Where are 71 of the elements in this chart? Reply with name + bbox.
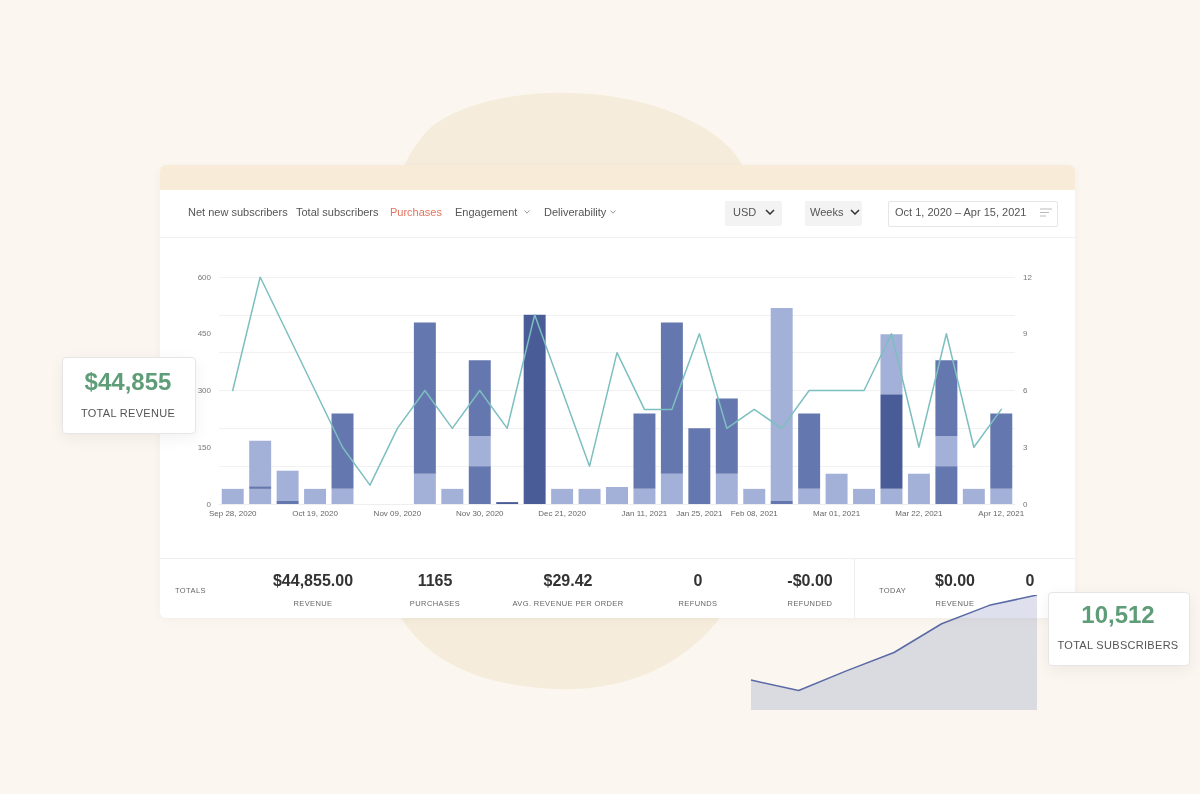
x-tick-label: Sep 28, 2020: [208, 508, 258, 518]
bar: [660, 322, 683, 474]
bar: [798, 488, 821, 504]
y2-tick-label: 3: [1023, 442, 1028, 452]
bar: [578, 488, 601, 504]
bar: [249, 488, 272, 504]
bar: [304, 488, 327, 504]
bar: [249, 486, 272, 489]
text: USD: [733, 206, 757, 218]
bar: [825, 473, 848, 504]
x-tick-label: Mar 22, 2021: [895, 508, 944, 518]
bar: [633, 413, 656, 489]
text: -$0.00: [787, 572, 833, 590]
bar: [715, 398, 738, 474]
y-tick-label: 0: [206, 499, 212, 509]
bar: [523, 314, 546, 504]
x-tick-label: Nov 09, 2020: [373, 508, 422, 518]
text: Engagement: [455, 206, 518, 218]
y-tick-label: 300: [197, 386, 212, 395]
bar: [798, 413, 821, 489]
bar: [853, 488, 876, 504]
x-tick-label: Nov 30, 2020: [455, 508, 505, 518]
bar: [990, 488, 1013, 504]
y-tick-label: 600: [197, 272, 212, 282]
bar: [331, 413, 354, 489]
bar: [660, 473, 683, 504]
bar: [990, 413, 1013, 489]
text: $29.42: [543, 572, 593, 590]
bar: [962, 488, 985, 504]
y-tick-label: 150: [197, 442, 212, 452]
bar: [743, 488, 766, 504]
text: $44,855.00: [272, 572, 354, 590]
text: 0: [693, 572, 703, 590]
y2-tick-label: 12: [1023, 272, 1033, 282]
x-tick-label: Dec 21, 2020: [538, 508, 587, 518]
x-tick-label: Apr 12, 2021: [978, 508, 1025, 518]
x-tick-label: Jan 25, 2021: [676, 508, 724, 518]
bar: [907, 473, 930, 504]
annotation: TOTAL SUBSCRIBERS: [1057, 639, 1179, 651]
bar: [441, 488, 464, 504]
text: Weeks: [810, 206, 844, 218]
x-tick-label: Feb 08, 2021: [730, 508, 779, 518]
bar: [551, 488, 574, 504]
text: Oct 1, 2020 – Apr 15, 2021: [895, 206, 1027, 218]
bar: [413, 322, 436, 474]
text: 10,512: [1081, 601, 1155, 629]
bar: [633, 488, 656, 504]
y2-tick-label: 6: [1023, 386, 1028, 395]
text: Net new subscribers: [188, 206, 288, 218]
line-series: [231, 276, 1003, 486]
y-tick-label: 450: [197, 329, 212, 339]
x-tick-label: Oct 19, 2020: [292, 508, 339, 518]
bar: [221, 488, 244, 504]
text: $44,855: [84, 368, 172, 396]
bar: [715, 473, 738, 504]
text: Total subscribers: [296, 206, 379, 218]
text: Purchases: [390, 206, 442, 218]
y2-tick-label: 0: [1023, 499, 1028, 509]
text: TOTAL REVENUE: [80, 407, 176, 419]
text: 0: [1025, 572, 1035, 590]
bar: [413, 473, 436, 504]
text: $0.00: [934, 572, 976, 590]
text: 1165: [417, 572, 453, 590]
text: Deliverability: [544, 206, 607, 218]
bar: [880, 488, 903, 504]
bar: [606, 486, 628, 504]
bar: [880, 394, 903, 489]
bar: [331, 488, 354, 504]
x-tick-label: Mar 01, 2021: [813, 508, 861, 518]
y2-tick-label: 9: [1023, 329, 1028, 339]
x-tick-label: Jan 11, 2021: [621, 508, 668, 518]
